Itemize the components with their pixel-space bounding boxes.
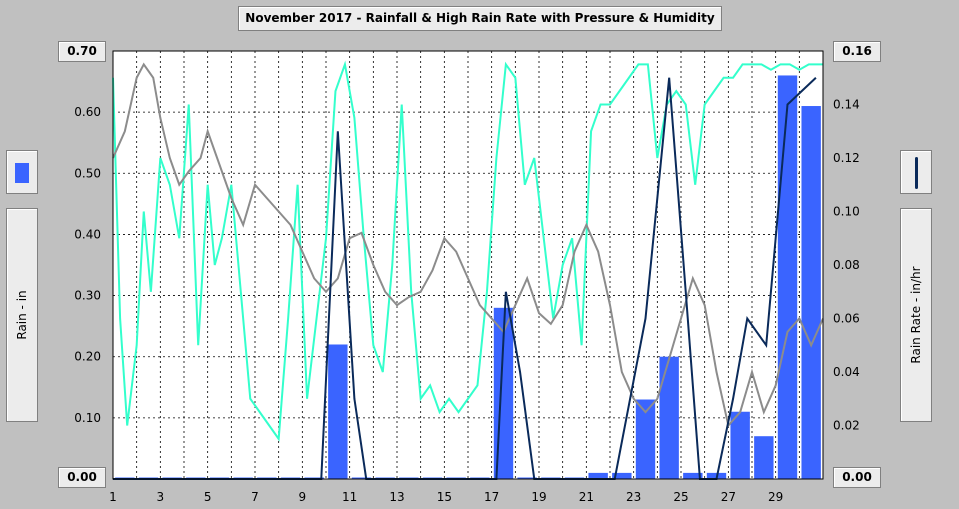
plot-area <box>113 51 823 479</box>
left-tick-label: 0.50 <box>74 166 101 180</box>
right-axis-min-box: 0.00 <box>833 467 881 488</box>
x-tick-label: 23 <box>626 490 641 504</box>
x-tick-label: 11 <box>342 490 357 504</box>
humidity-line <box>112 60 823 442</box>
right-axis-min-label: 0.00 <box>842 470 872 484</box>
x-tick-label: 25 <box>673 490 688 504</box>
rain-bar <box>351 477 372 479</box>
left-axis-min-label: 0.00 <box>67 470 97 484</box>
rain-bar-swatch-icon <box>15 163 29 183</box>
x-tick-label: 17 <box>484 490 499 504</box>
rain-bar <box>683 472 703 479</box>
x-tick-label: 21 <box>579 490 594 504</box>
x-tick-label: 15 <box>437 490 452 504</box>
rain-bar <box>588 472 608 479</box>
right-axis-max-label: 0.16 <box>842 44 872 58</box>
right-tick-label: 0.14 <box>833 98 860 112</box>
left-axis-label-box: Rain - in <box>6 208 38 422</box>
x-tick-label: 13 <box>389 490 404 504</box>
x-tick-label: 27 <box>721 490 736 504</box>
rain-bar <box>328 344 348 479</box>
rain-bar <box>635 399 656 479</box>
left-axis-max-box: 0.70 <box>58 41 106 62</box>
left-tick-label: 0.30 <box>74 289 101 303</box>
rain-bar <box>801 106 821 480</box>
left-tick-label: 0.60 <box>74 105 101 119</box>
rain-rate-line-swatch-icon <box>915 157 918 189</box>
x-tick-label: 7 <box>251 490 259 504</box>
x-tick-label: 19 <box>531 490 546 504</box>
rain-bar <box>777 75 798 479</box>
rain-bar <box>754 436 774 479</box>
rain-bar <box>517 477 537 479</box>
right-tick-label: 0.04 <box>833 365 860 379</box>
left-tick-label: 0.20 <box>74 350 101 364</box>
right-axis-label-box: Rain Rate - in/hr <box>900 208 932 422</box>
right-tick-label: 0.08 <box>833 258 860 272</box>
rain-bar <box>730 411 750 479</box>
x-tick-label: 1 <box>109 490 117 504</box>
right-tick-label: 0.06 <box>833 312 860 326</box>
rain-legend-swatch <box>6 150 38 194</box>
plot-frame <box>112 50 824 480</box>
x-tick-label: 5 <box>204 490 212 504</box>
x-tick-label: 9 <box>299 490 307 504</box>
left-axis-max-label: 0.70 <box>67 44 97 58</box>
chart-title: November 2017 - Rainfall & High Rain Rat… <box>238 6 722 31</box>
left-tick-label: 0.10 <box>74 411 101 425</box>
right-tick-label: 0.02 <box>833 419 860 433</box>
x-tick-label: 29 <box>768 490 783 504</box>
left-tick-label: 0.40 <box>74 227 101 241</box>
right-tick-label: 0.12 <box>833 151 860 165</box>
right-tick-label: 0.10 <box>833 205 860 219</box>
rain-bar <box>612 472 632 479</box>
x-tick-label: 3 <box>157 490 165 504</box>
pressure-line <box>112 62 824 428</box>
rain-bar <box>659 356 679 479</box>
left-axis-min-box: 0.00 <box>58 467 106 488</box>
rain-rate-legend-swatch <box>900 150 932 194</box>
right-axis-max-box: 0.16 <box>833 41 881 62</box>
